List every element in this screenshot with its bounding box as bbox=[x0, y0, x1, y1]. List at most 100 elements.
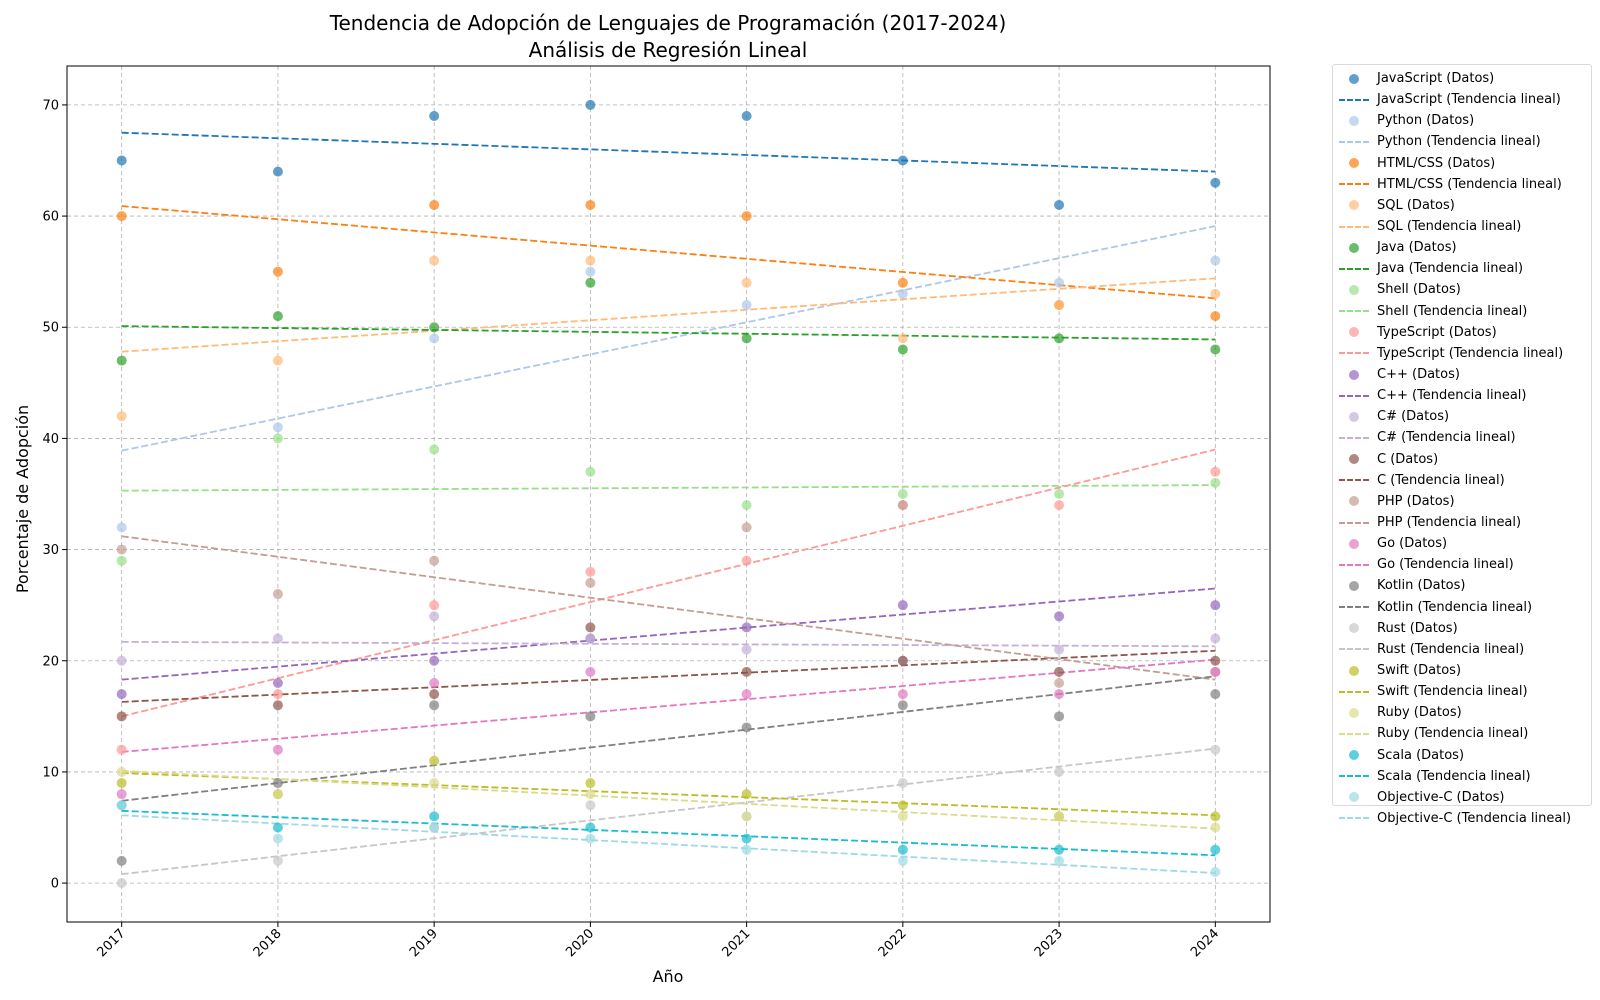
data-point-swift bbox=[741, 789, 752, 800]
data-point-python bbox=[585, 266, 596, 277]
data-point-sql bbox=[897, 333, 908, 344]
data-point-java bbox=[1210, 344, 1221, 355]
legend-item-c-tendencia: C (Tendencia lineal) bbox=[1337, 470, 1591, 491]
legend-label: Scala (Datos) bbox=[1377, 747, 1465, 763]
data-point-php bbox=[116, 544, 127, 555]
legend-item-scala-tendencia: Scala (Tendencia lineal) bbox=[1337, 766, 1591, 787]
legend-label: Go (Tendencia lineal) bbox=[1377, 557, 1514, 573]
legend-label: Kotlin (Tendencia lineal) bbox=[1377, 599, 1533, 615]
legend-item-ruby-datos: Ruby (Datos) bbox=[1337, 702, 1591, 723]
legend-marker bbox=[1337, 114, 1371, 128]
data-point-c bbox=[585, 622, 596, 633]
data-point-kotlin bbox=[1210, 689, 1221, 700]
legend-label: Swift (Datos) bbox=[1377, 663, 1462, 678]
data-point-scala bbox=[1054, 844, 1065, 855]
data-point-kotlin bbox=[1054, 711, 1065, 722]
data-point-scala bbox=[741, 833, 752, 844]
data-point-rust bbox=[1054, 766, 1065, 777]
data-point-c- bbox=[272, 677, 283, 688]
data-point-kotlin bbox=[585, 711, 596, 722]
legend-marker bbox=[1337, 325, 1371, 339]
data-point-go bbox=[897, 689, 908, 700]
legend-line bbox=[1337, 769, 1371, 783]
data-point-swift bbox=[429, 755, 440, 766]
legend-item-objective-c-datos: Objective-C (Datos) bbox=[1337, 787, 1591, 808]
data-point-sql bbox=[272, 355, 283, 366]
legend-marker bbox=[1337, 748, 1371, 762]
data-point-go bbox=[116, 789, 127, 800]
legend-label: Python (Datos) bbox=[1377, 113, 1475, 129]
legend-item-rust-datos: Rust (Datos) bbox=[1337, 618, 1591, 639]
data-point-swift bbox=[897, 800, 908, 811]
data-point-swift bbox=[585, 778, 596, 789]
legend-item-swift-tendencia: Swift (Tendencia lineal) bbox=[1337, 681, 1591, 702]
legend-label: Go (Datos) bbox=[1377, 536, 1448, 552]
data-point-c- bbox=[585, 633, 596, 644]
legend-marker bbox=[1337, 537, 1371, 551]
data-point-java bbox=[1054, 333, 1065, 344]
data-point-java bbox=[116, 355, 127, 366]
trend-line-c bbox=[121, 649, 1216, 703]
data-point-javascript bbox=[272, 166, 283, 177]
legend-item-javascript-tendencia: JavaScript (Tendencia lineal) bbox=[1337, 89, 1591, 110]
legend-marker bbox=[1337, 452, 1371, 466]
data-point-go bbox=[429, 677, 440, 688]
data-point-rust bbox=[272, 855, 283, 866]
legend-line bbox=[1337, 93, 1371, 107]
data-point-rust bbox=[585, 800, 596, 811]
data-point-php bbox=[429, 555, 440, 566]
legend-label: TypeScript (Datos) bbox=[1377, 324, 1497, 340]
y-tick-label: 0 bbox=[51, 877, 59, 892]
data-point-scala bbox=[585, 822, 596, 833]
legend-item-c--datos: C# (Datos) bbox=[1337, 406, 1591, 427]
legend-item-java-datos: Java (Datos) bbox=[1337, 237, 1591, 258]
legend-label: Shell (Tendencia lineal) bbox=[1377, 303, 1528, 319]
legend-label: C++ (Tendencia lineal) bbox=[1377, 388, 1527, 404]
x-tick-label: 2024 bbox=[1188, 926, 1222, 960]
legend-item-java-tendencia: Java (Tendencia lineal) bbox=[1337, 258, 1591, 279]
data-point-javascript bbox=[1210, 177, 1221, 188]
trend-lines bbox=[121, 131, 1216, 876]
trend-line-typescript bbox=[121, 448, 1216, 718]
trend-line-sql bbox=[121, 277, 1216, 353]
data-point-go bbox=[272, 744, 283, 755]
data-point-html-css bbox=[116, 211, 127, 222]
x-tick-label: 2021 bbox=[719, 926, 753, 960]
chart-title: Tendencia de Adopción de Lenguajes de Pr… bbox=[329, 11, 1007, 35]
data-point-typescript bbox=[429, 600, 440, 611]
y-axis-label: Porcentaje de Adopción bbox=[13, 405, 32, 593]
data-point-objective-c bbox=[429, 822, 440, 833]
legend-line bbox=[1337, 262, 1371, 276]
legend-line bbox=[1337, 304, 1371, 318]
legend-line bbox=[1337, 558, 1371, 572]
legend-item-scala-datos: Scala (Datos) bbox=[1337, 745, 1591, 766]
data-point-shell bbox=[741, 500, 752, 511]
legend-marker bbox=[1337, 72, 1371, 86]
legend-label: Shell (Datos) bbox=[1377, 282, 1461, 298]
data-point-kotlin bbox=[116, 855, 127, 866]
legend-item-c--tendencia: C# (Tendencia lineal) bbox=[1337, 427, 1591, 448]
data-point-c- bbox=[1210, 633, 1221, 644]
legend-label: PHP (Tendencia lineal) bbox=[1377, 515, 1522, 531]
data-point-c- bbox=[272, 633, 283, 644]
trend-line-python bbox=[121, 225, 1216, 452]
trend-line-go bbox=[121, 658, 1216, 753]
legend-item-go-tendencia: Go (Tendencia lineal) bbox=[1337, 554, 1591, 575]
data-point-java bbox=[429, 322, 440, 333]
legend-marker bbox=[1337, 579, 1371, 593]
legend-marker bbox=[1337, 156, 1371, 170]
legend-line bbox=[1337, 600, 1371, 614]
x-tick-label: 2018 bbox=[251, 926, 285, 960]
data-points bbox=[116, 99, 1221, 889]
data-point-sql bbox=[1210, 288, 1221, 299]
legend-item-kotlin-datos: Kotlin (Datos) bbox=[1337, 575, 1591, 596]
legend-label: JavaScript (Tendencia lineal) bbox=[1377, 92, 1561, 108]
trend-line-c- bbox=[121, 640, 1216, 648]
data-point-javascript bbox=[1054, 199, 1065, 210]
y-tick-label: 10 bbox=[42, 765, 59, 780]
data-point-html-css bbox=[585, 199, 596, 210]
data-point-java bbox=[585, 277, 596, 288]
data-point-go bbox=[585, 666, 596, 677]
data-point-c- bbox=[897, 600, 908, 611]
